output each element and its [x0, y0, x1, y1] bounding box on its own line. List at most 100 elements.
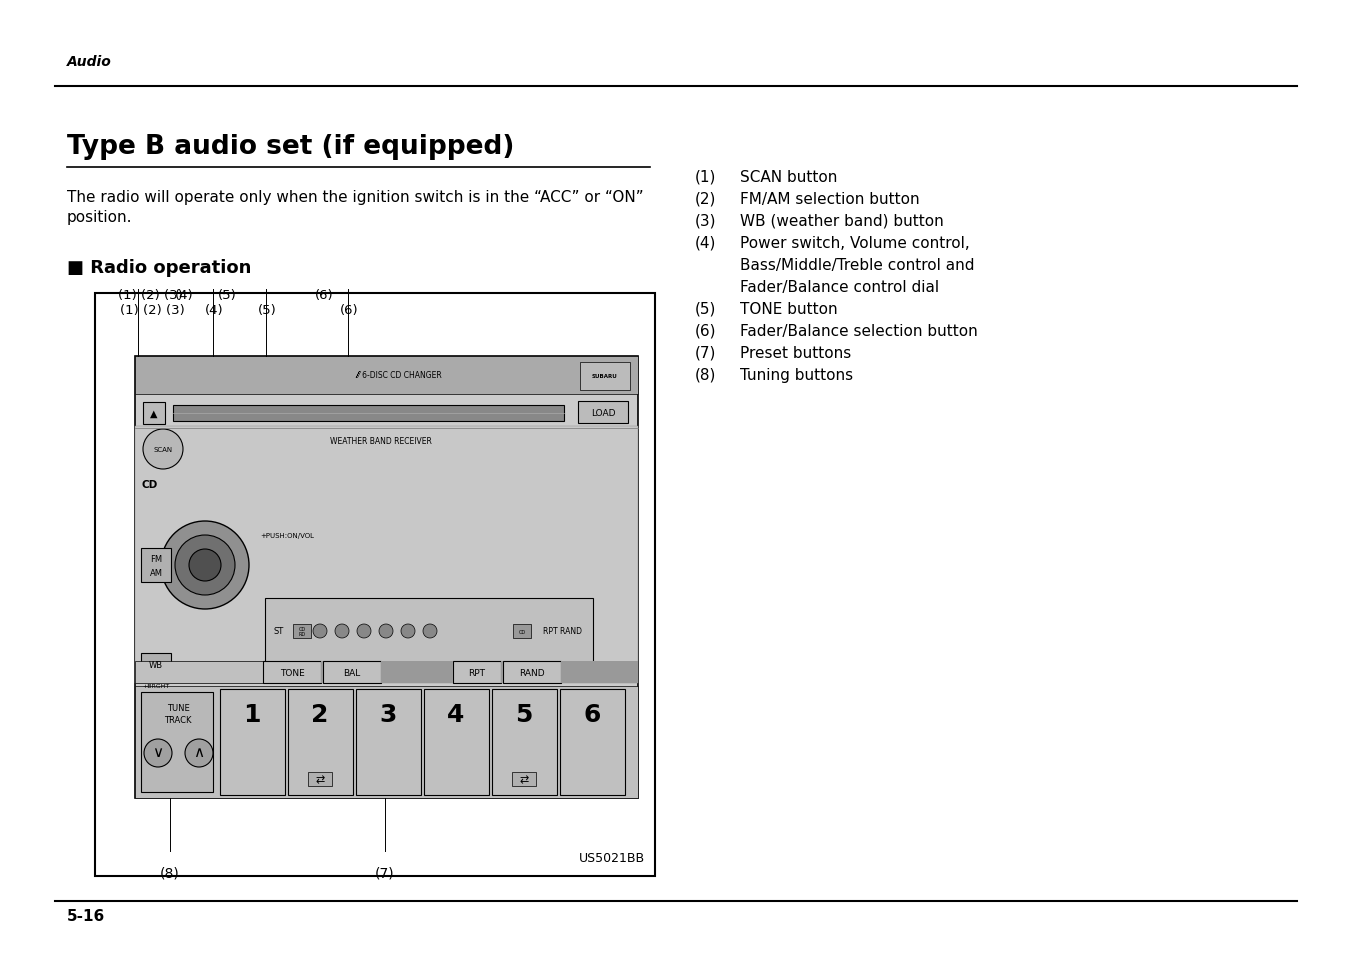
Text: WB (weather band) button: WB (weather band) button: [740, 213, 944, 229]
Text: 5-16: 5-16: [68, 908, 105, 923]
Text: (6): (6): [315, 289, 334, 302]
Text: CD: CD: [518, 629, 526, 634]
Bar: [320, 661, 323, 683]
Text: SUBARU: SUBARU: [592, 375, 618, 379]
Text: Tuning buttons: Tuning buttons: [740, 368, 853, 382]
Text: position.: position.: [68, 210, 132, 225]
Text: ST: ST: [273, 627, 284, 636]
Bar: [293, 624, 311, 639]
Text: (1) (2) (3): (1) (2) (3): [118, 289, 183, 302]
Text: RPT RAND: RPT RAND: [544, 627, 581, 636]
Bar: [141, 692, 214, 792]
Text: 3: 3: [380, 702, 396, 726]
Text: TONE: TONE: [280, 668, 304, 677]
Text: ■ Radio operation: ■ Radio operation: [68, 258, 251, 276]
Text: WB: WB: [149, 659, 164, 669]
Circle shape: [145, 740, 172, 767]
Bar: [308, 772, 333, 786]
Text: Type B audio set (if equipped): Type B audio set (if equipped): [68, 133, 514, 160]
Bar: [453, 661, 502, 683]
Text: TONE button: TONE button: [740, 302, 838, 316]
Text: CD
RD: CD RD: [299, 626, 306, 637]
Text: ▲: ▲: [150, 409, 158, 418]
Text: BAL: BAL: [343, 668, 361, 677]
Text: RAND: RAND: [519, 668, 545, 677]
Circle shape: [143, 430, 183, 470]
Bar: [560, 689, 625, 795]
Text: Audio: Audio: [68, 55, 112, 69]
Text: ⇄: ⇄: [315, 774, 324, 784]
Circle shape: [335, 624, 349, 639]
Circle shape: [174, 536, 235, 596]
Text: Fader/Balance selection button: Fader/Balance selection button: [740, 324, 977, 338]
Circle shape: [314, 624, 327, 639]
Circle shape: [379, 624, 393, 639]
Circle shape: [402, 624, 415, 639]
Text: Fader/Balance control dial: Fader/Balance control dial: [740, 280, 940, 294]
Bar: [141, 548, 170, 582]
Text: (5): (5): [258, 304, 277, 316]
Text: AM: AM: [150, 569, 162, 578]
Bar: [135, 356, 638, 395]
Bar: [141, 654, 170, 676]
Bar: [579, 401, 627, 423]
Bar: [356, 689, 420, 795]
Text: Preset buttons: Preset buttons: [740, 346, 852, 360]
Bar: [425, 689, 489, 795]
Text: (1) (2) (3): (1) (2) (3): [120, 304, 185, 316]
Circle shape: [189, 550, 220, 581]
Text: CD: CD: [141, 479, 157, 490]
Text: TRACK: TRACK: [164, 716, 192, 724]
Text: (1): (1): [695, 170, 717, 185]
Bar: [503, 661, 561, 683]
Bar: [143, 402, 165, 424]
Bar: [580, 363, 630, 391]
Text: Bass/Middle/Treble control and: Bass/Middle/Treble control and: [740, 257, 975, 273]
Text: US5021BB: US5021BB: [579, 851, 645, 864]
Bar: [220, 689, 285, 795]
Bar: [502, 661, 503, 683]
Text: 2: 2: [311, 702, 329, 726]
Text: 6: 6: [583, 702, 600, 726]
Text: FM: FM: [150, 555, 162, 564]
Text: (5): (5): [695, 302, 717, 316]
Circle shape: [161, 521, 249, 609]
Text: 1: 1: [243, 702, 261, 726]
Text: (4): (4): [174, 289, 193, 302]
Bar: [264, 661, 320, 683]
Text: +PUSH:ON/VOL: +PUSH:ON/VOL: [260, 533, 314, 538]
Text: LOAD: LOAD: [591, 408, 615, 417]
Text: (3): (3): [695, 213, 717, 229]
Text: ∨: ∨: [153, 744, 164, 760]
Bar: [381, 661, 453, 683]
Bar: [95, 294, 654, 876]
Text: (6): (6): [339, 304, 358, 316]
Bar: [512, 624, 531, 639]
Bar: [173, 406, 564, 421]
Text: WEATHER BAND RECEIVER: WEATHER BAND RECEIVER: [330, 437, 431, 446]
Text: The radio will operate only when the ignition switch is in the “ACC” or “ON”: The radio will operate only when the ign…: [68, 190, 644, 205]
Bar: [135, 661, 264, 683]
Text: (8): (8): [160, 866, 180, 880]
Bar: [561, 661, 638, 683]
Text: (7): (7): [695, 346, 717, 360]
Bar: [512, 772, 535, 786]
Text: (6): (6): [695, 324, 717, 338]
Bar: [135, 356, 638, 799]
Circle shape: [357, 624, 370, 639]
Bar: [135, 427, 638, 683]
Text: FM/AM selection button: FM/AM selection button: [740, 192, 919, 207]
Text: (5): (5): [218, 289, 237, 302]
Circle shape: [423, 624, 437, 639]
Text: (4): (4): [206, 304, 223, 316]
Bar: [135, 686, 638, 799]
Text: (7): (7): [376, 866, 395, 880]
Text: SCAN: SCAN: [153, 447, 173, 453]
Text: (4): (4): [695, 235, 717, 251]
Bar: [288, 689, 353, 795]
Text: ⇄: ⇄: [519, 774, 529, 784]
Text: ∧: ∧: [193, 744, 204, 760]
Text: (2): (2): [695, 192, 717, 207]
Text: Power switch, Volume control,: Power switch, Volume control,: [740, 235, 969, 251]
Text: 4: 4: [448, 702, 465, 726]
